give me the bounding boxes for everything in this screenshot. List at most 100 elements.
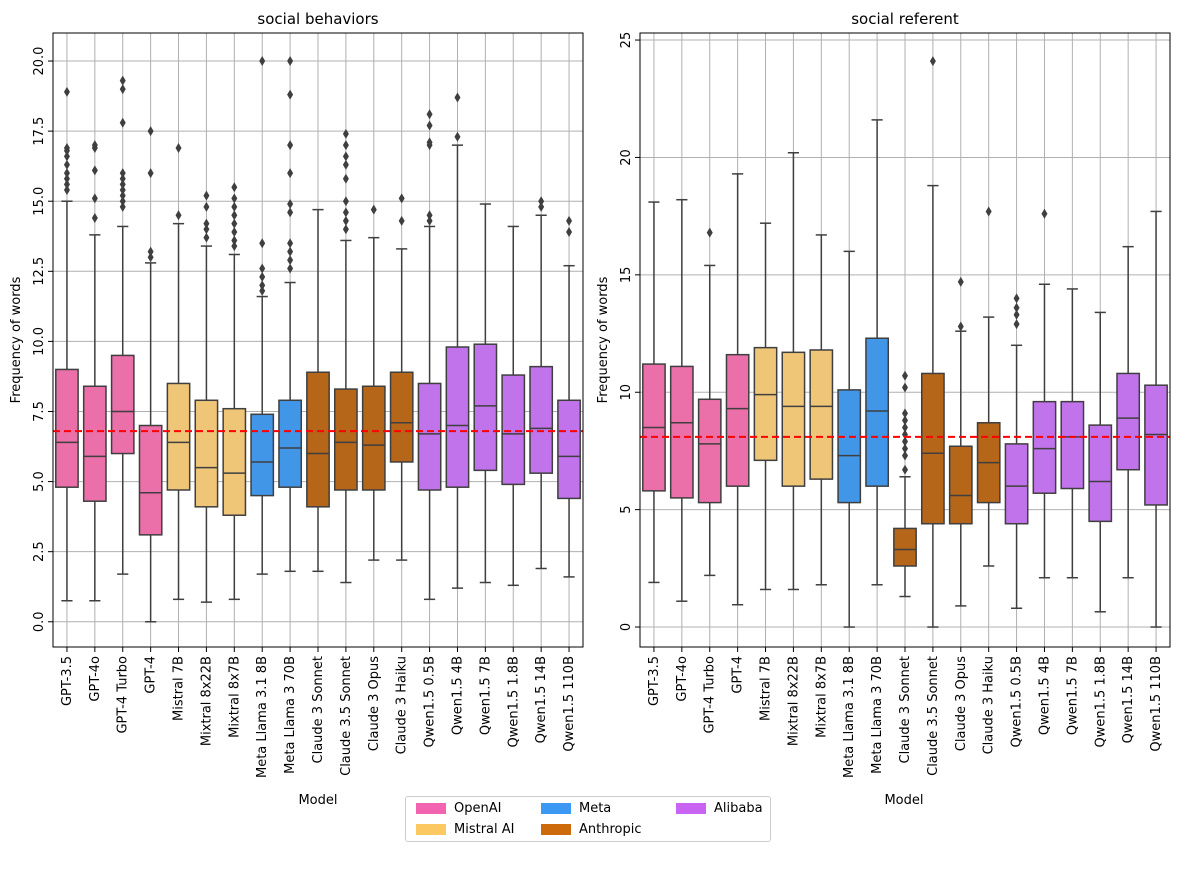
outlier-point bbox=[1013, 309, 1020, 320]
chart-title-social-referent: social referent bbox=[851, 10, 959, 28]
legend-label-alibaba: Alibaba bbox=[714, 801, 763, 816]
chart-title-social-behaviors: social behaviors bbox=[257, 10, 378, 28]
outlier-point bbox=[147, 252, 154, 263]
iqr-box bbox=[1144, 384, 1168, 506]
box-social-referent-claude-3-5-sonnet bbox=[920, 56, 945, 628]
iqr-box bbox=[250, 413, 275, 497]
box-social-behaviors-qwen1-5-4b bbox=[445, 92, 470, 589]
outlier-point bbox=[203, 232, 210, 243]
x-tick-label: Qwen1.5 110B bbox=[562, 656, 577, 752]
y-tick-label: 25 bbox=[619, 32, 634, 49]
outlier-point bbox=[63, 142, 70, 153]
y-tick-label: 17.5 bbox=[32, 117, 47, 146]
x-tick-label: Meta Llama 3.1 8B bbox=[255, 656, 270, 778]
y-tick-label: 20.0 bbox=[32, 47, 47, 76]
outlier-point bbox=[91, 213, 98, 224]
iqr-box bbox=[333, 388, 358, 491]
outlier-point bbox=[985, 206, 992, 217]
iqr-box bbox=[138, 424, 163, 536]
box-social-behaviors-mixtral-8x7b bbox=[222, 182, 247, 601]
box-social-referent-qwen1-5-14b bbox=[1116, 245, 1141, 579]
iqr-box bbox=[557, 399, 581, 500]
axes-frame bbox=[52, 32, 584, 648]
outlier-point bbox=[342, 159, 349, 170]
iqr-box bbox=[893, 527, 917, 567]
x-tick-label: Qwen1.5 4B bbox=[1037, 656, 1052, 735]
outlier-point bbox=[231, 241, 238, 252]
outlier-point bbox=[566, 215, 573, 226]
outlier-point bbox=[342, 128, 349, 139]
outlier-point bbox=[119, 185, 126, 196]
box-social-referent-gpt-3-5 bbox=[642, 201, 666, 584]
box-social-referent-meta-llama-3-70b bbox=[865, 119, 890, 586]
y-tick-label: 10.0 bbox=[32, 327, 47, 356]
box-social-behaviors-claude-3-sonnet bbox=[306, 208, 330, 573]
outlier-point bbox=[119, 201, 126, 212]
x-tick-label: GPT-4 Turbo bbox=[116, 656, 131, 734]
y-tick-label: 15.0 bbox=[32, 187, 47, 216]
outlier-point bbox=[902, 443, 908, 454]
x-tick-label: GPT-3.5 bbox=[647, 656, 662, 706]
iqr-box bbox=[781, 351, 806, 487]
iqr-box bbox=[837, 389, 862, 504]
outlier-point bbox=[1013, 293, 1020, 304]
outlier-point bbox=[902, 450, 908, 461]
box-social-behaviors-mistral-7b bbox=[166, 142, 191, 601]
outlier-point bbox=[259, 285, 266, 296]
outlier-point bbox=[902, 436, 908, 447]
y-tick-label: 15 bbox=[619, 267, 634, 284]
box-social-referent-qwen1-5-110b bbox=[1144, 210, 1168, 628]
outlier-point bbox=[119, 168, 126, 179]
outlier-point bbox=[902, 464, 908, 475]
outlier-point bbox=[426, 210, 433, 221]
x-tick-label: GPT-4 bbox=[731, 656, 746, 694]
axes-frame bbox=[639, 32, 1171, 648]
y-tick-label: 2.5 bbox=[32, 541, 47, 562]
outlier-point bbox=[231, 235, 238, 246]
iqr-box bbox=[948, 445, 973, 525]
outlier-point bbox=[259, 280, 266, 291]
y-tick-label: 20 bbox=[619, 149, 634, 166]
outlier-point bbox=[231, 210, 238, 221]
outlier-point bbox=[175, 142, 182, 153]
box-social-referent-mixtral-8x22b bbox=[781, 151, 806, 591]
outlier-point bbox=[902, 382, 908, 393]
box-social-behaviors-qwen1-5-110b bbox=[557, 215, 581, 578]
x-tick-label: Qwen1.5 4B bbox=[450, 656, 465, 735]
iqr-box bbox=[809, 349, 834, 480]
outlier-point bbox=[119, 190, 126, 201]
box-social-behaviors-qwen1-5-14b bbox=[529, 196, 554, 570]
x-tick-label: Meta Llama 3 70B bbox=[283, 656, 298, 774]
outlier-point bbox=[929, 56, 936, 67]
iqr-box bbox=[306, 371, 330, 508]
iqr-box bbox=[1004, 443, 1029, 525]
y-tick-label: 5.0 bbox=[32, 471, 47, 492]
iqr-box bbox=[1088, 424, 1113, 523]
outlier-point bbox=[147, 126, 154, 137]
box-social-behaviors-claude-3-opus bbox=[361, 204, 386, 561]
x-tick-label: Mixtral 8x7B bbox=[227, 656, 242, 738]
box-social-referent-claude-3-sonnet bbox=[893, 370, 917, 598]
outlier-point bbox=[1041, 208, 1048, 219]
box-social-referent-mixtral-8x7b bbox=[809, 234, 834, 586]
outlier-point bbox=[287, 89, 294, 100]
outlier-point bbox=[231, 193, 238, 204]
outlier-point bbox=[538, 201, 545, 212]
outlier-point bbox=[342, 140, 349, 151]
x-tick-label: Qwen1.5 7B bbox=[1065, 656, 1080, 735]
outlier-point bbox=[147, 168, 154, 179]
iqr-box bbox=[501, 374, 526, 486]
outlier-point bbox=[1013, 302, 1020, 313]
outlier-point bbox=[63, 185, 70, 196]
iqr-box bbox=[417, 382, 442, 491]
outlier-point bbox=[426, 109, 433, 120]
box-social-referent-claude-3-opus bbox=[948, 276, 973, 607]
x-tick-label: Mistral 7B bbox=[759, 656, 774, 721]
iqr-box bbox=[389, 371, 414, 463]
legend-swatch-meta bbox=[541, 803, 571, 814]
box-social-behaviors-claude-3-5-sonnet bbox=[333, 128, 358, 584]
legend-swatch-anthropic bbox=[541, 824, 571, 835]
outlier-point bbox=[231, 227, 238, 238]
legend: OpenAI Mistral AI Meta Anthropic Alibaba bbox=[405, 796, 771, 842]
x-tick-label: GPT-4o bbox=[675, 656, 690, 702]
